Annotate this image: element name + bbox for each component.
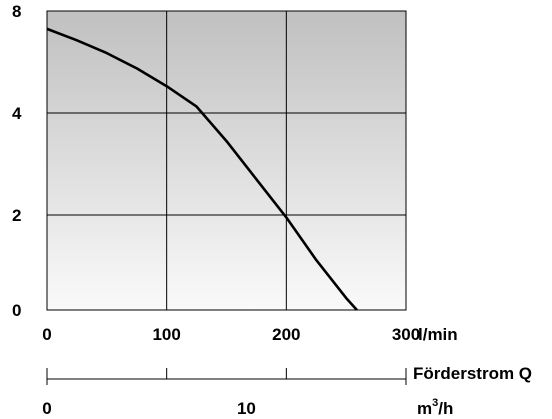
secondary-tick-label: 10 <box>237 399 256 418</box>
x-axis-tick-labels: 0 100 200 300 <box>42 325 420 344</box>
x-axis-unit-label: l/min <box>418 325 458 344</box>
unit-base: m <box>417 399 432 418</box>
plot-area <box>47 11 406 310</box>
y-tick-label: 4 <box>12 104 22 123</box>
secondary-tick-label: 0 <box>42 399 51 418</box>
plot-frame <box>46 10 407 311</box>
y-tick-label: 0 <box>12 301 21 320</box>
x-tick-label: 200 <box>272 325 300 344</box>
unit-tail: /h <box>438 399 453 418</box>
secondary-axis: 0 10 <box>42 368 407 418</box>
flow-rate-label: Förderstrom Q <box>413 364 532 383</box>
y-tick-label: 2 <box>12 206 21 225</box>
y-axis-tick-labels: 8 4 2 0 <box>12 2 22 320</box>
series-line-performance <box>46 27 358 311</box>
x-tick-label: 100 <box>152 325 180 344</box>
secondary-axis-unit-label: m3/h <box>417 397 453 418</box>
grid-lines <box>47 11 406 310</box>
unit-superscript: 3 <box>432 397 438 409</box>
y-tick-label: 8 <box>12 2 21 21</box>
x-tick-label: 300 <box>392 325 420 344</box>
x-tick-label: 0 <box>42 325 51 344</box>
